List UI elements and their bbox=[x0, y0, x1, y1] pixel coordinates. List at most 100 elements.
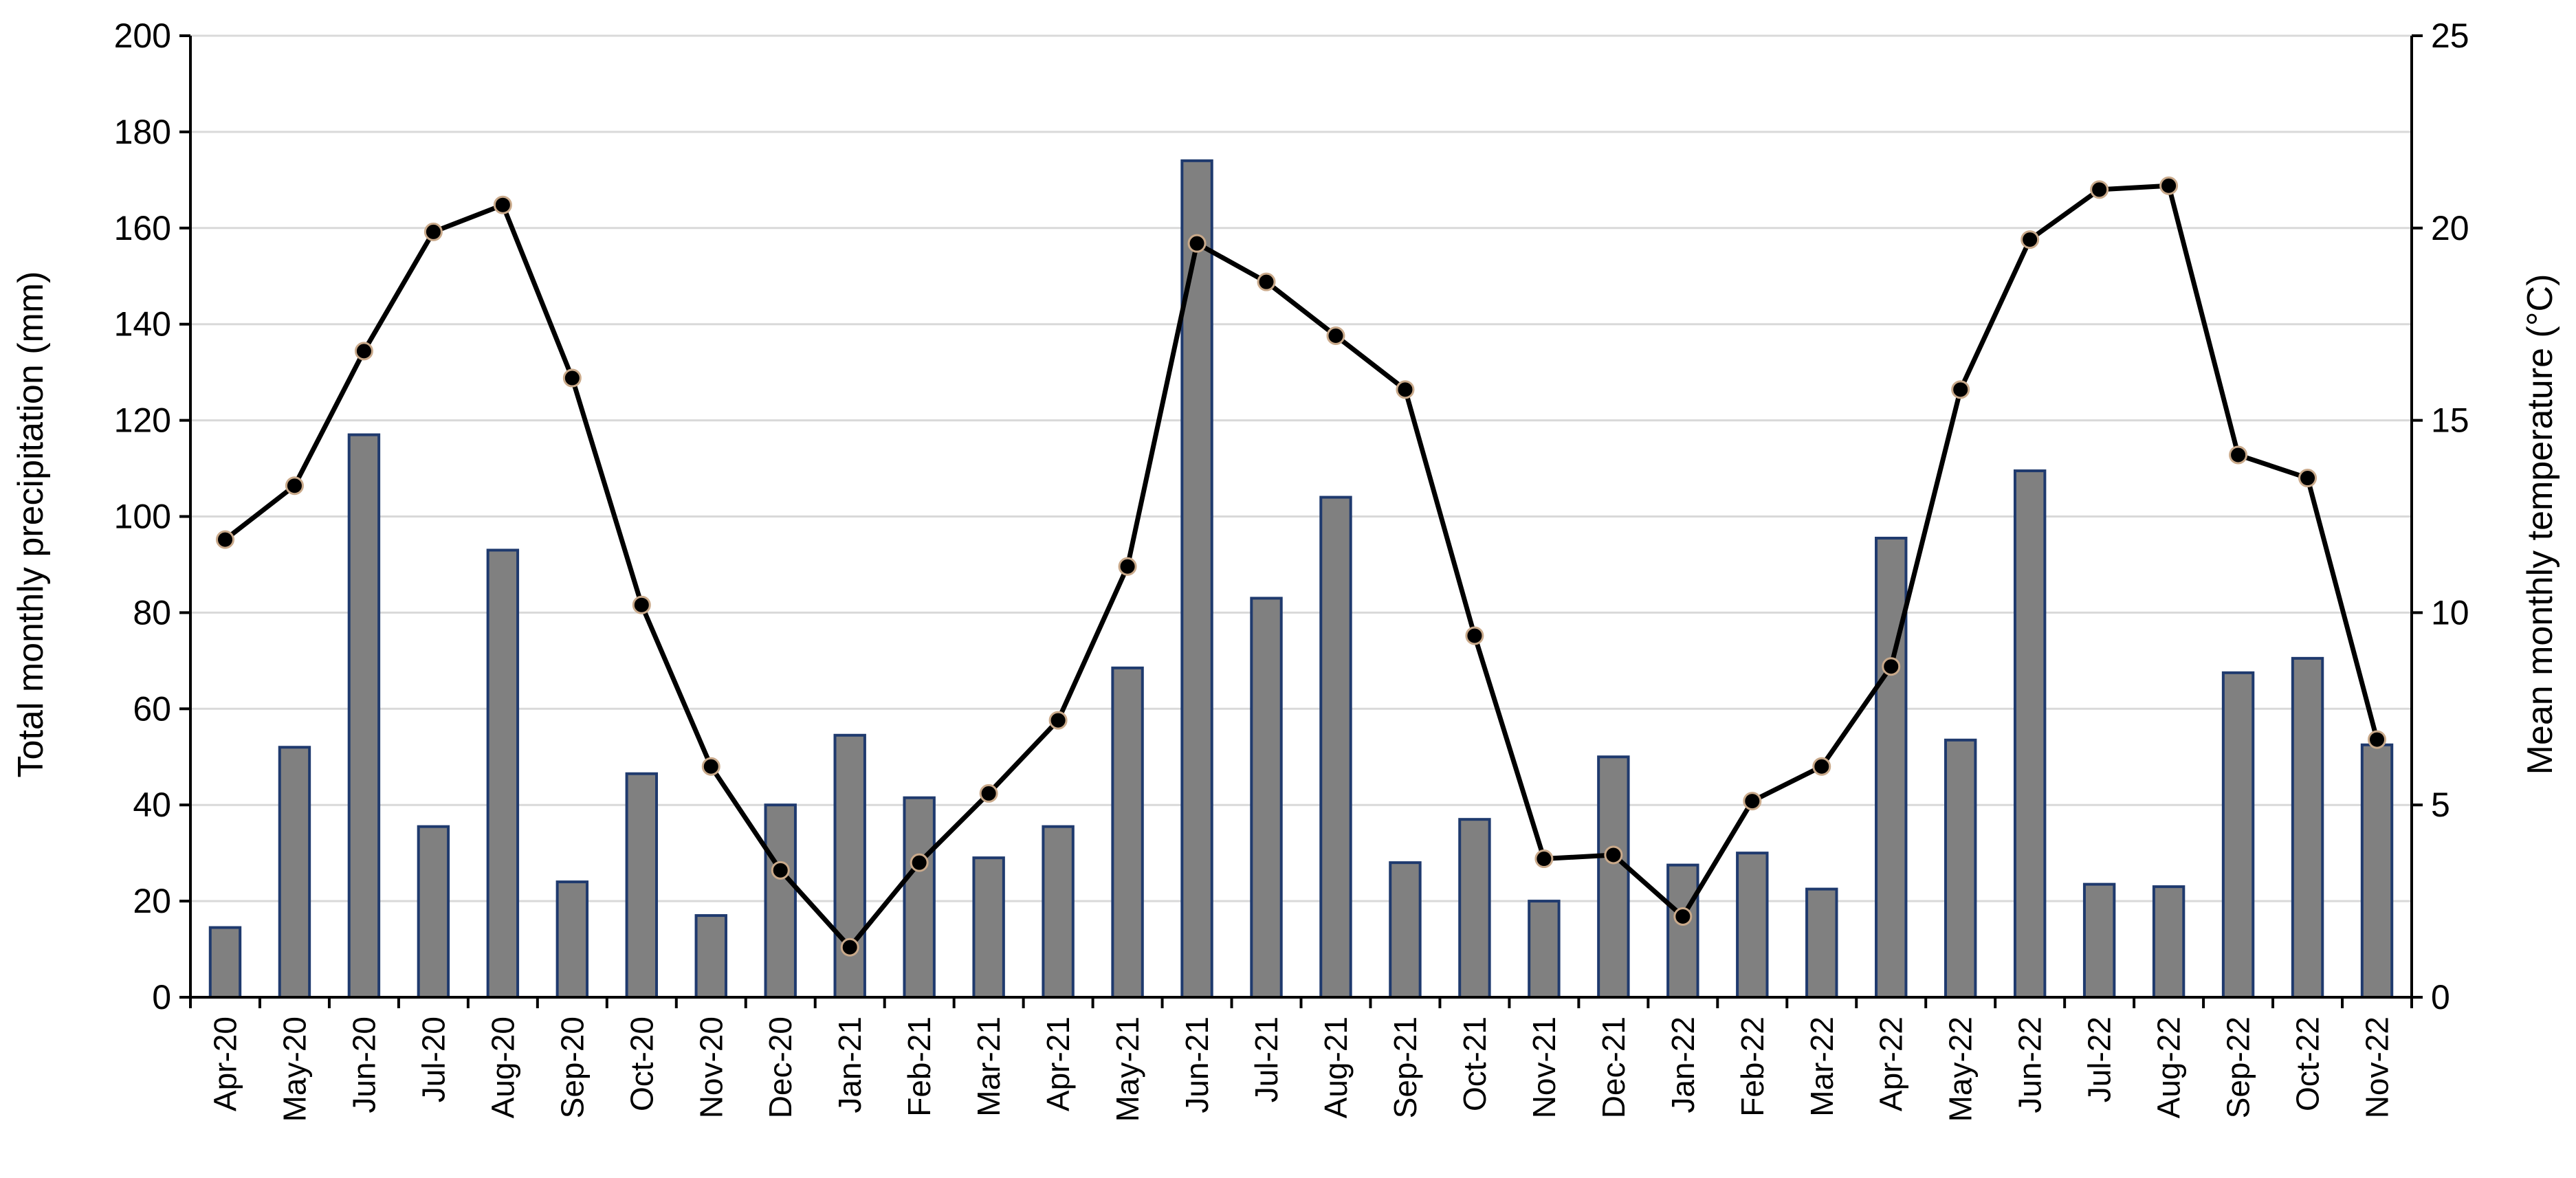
point-Nov-20 bbox=[701, 757, 720, 776]
point-Jan-21 bbox=[840, 937, 859, 957]
x-tick-label: Feb-21 bbox=[901, 1016, 937, 1117]
point-Apr-20 bbox=[215, 530, 234, 549]
point-Sep-20 bbox=[562, 368, 582, 388]
bar-Jul-22 bbox=[2082, 882, 2116, 999]
x-tick-label: Mar-22 bbox=[1804, 1016, 1840, 1117]
axes bbox=[179, 34, 2423, 1008]
point-Aug-21 bbox=[1326, 326, 1345, 345]
x-tick-label: Jun-21 bbox=[1179, 1016, 1215, 1113]
x-tick-label: Oct-22 bbox=[2290, 1016, 2326, 1111]
x-tick-label: Jul-21 bbox=[1248, 1016, 1284, 1102]
bar-Feb-21 bbox=[903, 796, 936, 999]
y-tick-label: 180 bbox=[114, 113, 171, 151]
x-tick-label: Nov-20 bbox=[693, 1016, 729, 1118]
y2-tick-label: 15 bbox=[2431, 401, 2469, 440]
bar-Apr-21 bbox=[1042, 825, 1075, 999]
bar-Feb-22 bbox=[1736, 852, 1769, 999]
bar-Dec-21 bbox=[1597, 755, 1630, 999]
x-tick-label: Jun-22 bbox=[2012, 1016, 2048, 1113]
y2-axis-label: Mean monthly temperature (°C) bbox=[2520, 274, 2560, 775]
bar-Aug-20 bbox=[486, 548, 520, 999]
x-tick-label: Dec-21 bbox=[1596, 1016, 1631, 1118]
y-tick-label: 140 bbox=[114, 305, 171, 344]
x-tick-label: Jun-20 bbox=[346, 1016, 382, 1113]
y2-tick-label: 25 bbox=[2431, 16, 2469, 55]
y2-tick-label: 20 bbox=[2431, 209, 2469, 247]
x-tick-label: Sep-21 bbox=[1387, 1016, 1423, 1118]
x-tick-label: Sep-22 bbox=[2221, 1016, 2256, 1118]
bar-Dec-20 bbox=[764, 803, 797, 999]
x-tick-label: Oct-20 bbox=[624, 1016, 659, 1111]
y2-tick-label: 10 bbox=[2431, 593, 2469, 632]
point-Oct-20 bbox=[632, 595, 651, 614]
point-Oct-22 bbox=[2298, 469, 2318, 488]
x-tick-label: Sep-20 bbox=[554, 1016, 590, 1118]
y-tick-label: 0 bbox=[152, 978, 171, 1016]
point-Jun-22 bbox=[2021, 230, 2040, 249]
y-tick-label: 160 bbox=[114, 209, 171, 247]
x-tick-label: Apr-22 bbox=[1873, 1016, 1909, 1111]
x-tick-label: Feb-22 bbox=[1735, 1016, 1770, 1117]
point-Feb-22 bbox=[1743, 792, 1762, 811]
point-Jun-21 bbox=[1187, 234, 1207, 253]
point-Sep-21 bbox=[1396, 380, 1415, 399]
x-tick-label: Aug-21 bbox=[1318, 1016, 1354, 1118]
x-tick-label: May-20 bbox=[276, 1016, 312, 1122]
y-tick-label: 20 bbox=[133, 882, 171, 920]
x-tick-label: Apr-20 bbox=[207, 1016, 243, 1111]
temperature-line bbox=[215, 176, 2387, 957]
y2-tick-label: 5 bbox=[2431, 786, 2450, 824]
bar-Sep-21 bbox=[1389, 861, 1422, 999]
point-Oct-21 bbox=[1465, 626, 1484, 645]
point-Dec-20 bbox=[771, 860, 790, 880]
point-Jul-21 bbox=[1257, 272, 1276, 291]
point-May-20 bbox=[285, 476, 304, 496]
y-tick-label: 200 bbox=[114, 16, 171, 55]
x-tick-label: Jul-20 bbox=[415, 1016, 451, 1102]
point-Aug-22 bbox=[2159, 176, 2179, 195]
x-tick-label: Nov-22 bbox=[2359, 1016, 2395, 1118]
y-tick-label: 120 bbox=[114, 401, 171, 440]
point-Apr-21 bbox=[1048, 711, 1068, 730]
bar-Jul-21 bbox=[1250, 597, 1283, 999]
bar-May-22 bbox=[1944, 738, 1977, 999]
bar-Jun-22 bbox=[2013, 469, 2047, 999]
bar-Jan-21 bbox=[833, 733, 866, 999]
gridlines bbox=[190, 34, 2412, 902]
x-tick-label: Apr-21 bbox=[1040, 1016, 1076, 1111]
point-May-22 bbox=[1951, 380, 1970, 399]
bar-Nov-21 bbox=[1528, 900, 1561, 999]
x-tick-label: May-22 bbox=[1943, 1016, 1979, 1122]
y-tick-label: 100 bbox=[114, 498, 171, 536]
point-May-21 bbox=[1118, 557, 1137, 576]
bar-Mar-22 bbox=[1805, 887, 1838, 999]
bar-Jun-20 bbox=[347, 433, 381, 999]
point-Jun-20 bbox=[354, 342, 373, 361]
point-Nov-22 bbox=[2368, 730, 2387, 749]
bar-Mar-21 bbox=[972, 856, 1005, 999]
x-tick-label: Aug-20 bbox=[485, 1016, 520, 1118]
y-axis-label: Total monthly precipitation (mm) bbox=[11, 271, 51, 778]
bar-Apr-20 bbox=[208, 926, 242, 999]
point-Sep-22 bbox=[2229, 445, 2248, 465]
x-tick-label: Mar-21 bbox=[971, 1016, 1006, 1117]
x-tick-label: Nov-21 bbox=[1526, 1016, 1562, 1118]
x-tick-label: Aug-22 bbox=[2151, 1016, 2187, 1118]
bar-Sep-22 bbox=[2221, 671, 2255, 999]
x-tick-label: Oct-21 bbox=[1457, 1016, 1493, 1111]
point-Jan-22 bbox=[1673, 907, 1693, 926]
point-Apr-22 bbox=[1882, 657, 1901, 676]
bar-Oct-21 bbox=[1458, 818, 1491, 999]
y2-tick-label: 0 bbox=[2431, 978, 2450, 1016]
y-tick-label: 60 bbox=[133, 689, 171, 728]
bar-Nov-20 bbox=[694, 914, 727, 999]
y-tick-label: 40 bbox=[133, 786, 171, 824]
bar-Nov-22 bbox=[2360, 743, 2394, 999]
bar-May-20 bbox=[278, 746, 311, 999]
point-Jul-22 bbox=[2090, 180, 2109, 199]
bar-Jul-20 bbox=[417, 825, 450, 999]
x-tick-label: Jan-21 bbox=[832, 1016, 868, 1113]
point-Mar-21 bbox=[979, 784, 998, 803]
point-Mar-22 bbox=[1812, 757, 1831, 776]
